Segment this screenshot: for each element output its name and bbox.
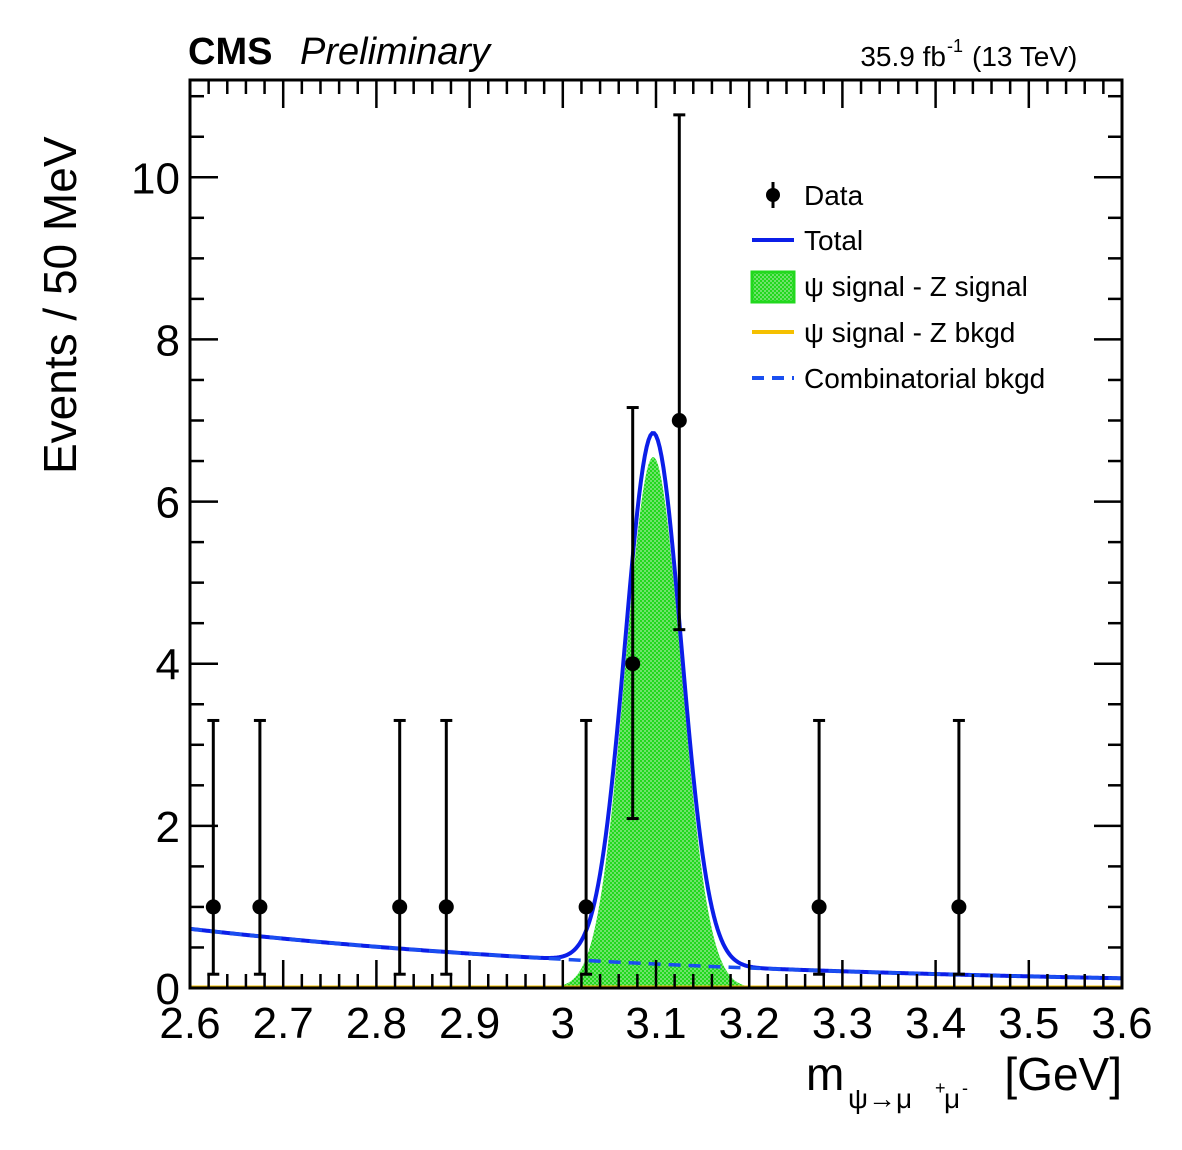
y-tick-label: 8 <box>156 316 180 365</box>
data-marker <box>671 413 687 428</box>
x-tick-label: 3.4 <box>905 999 966 1048</box>
y-tick-label: 6 <box>156 479 180 528</box>
energy-label: (13 TeV) <box>972 41 1077 72</box>
legend-label-signal: ψ signal - Z signal <box>804 271 1028 302</box>
data-marker <box>578 899 594 915</box>
data-point <box>951 718 967 976</box>
data-points-layer <box>205 113 967 976</box>
legend-label-combinatorial: Combinatorial bkgd <box>804 363 1045 394</box>
legend-label-zbkgd: ψ signal - Z bkgd <box>804 317 1015 348</box>
x-tick-label: 3.5 <box>998 999 1059 1048</box>
data-marker <box>205 899 221 915</box>
x-axis-title-unit: [GeV] <box>1004 1048 1122 1100</box>
x-tick-label: 2.8 <box>346 999 407 1048</box>
lumi-value: 35.9 fb <box>860 41 946 72</box>
data-marker <box>392 899 408 915</box>
y-tick-label: 2 <box>156 803 180 852</box>
legend-signal-swatch <box>750 270 796 304</box>
y-tick-label: 4 <box>156 641 180 690</box>
x-axis-title-mu: μ <box>944 1083 960 1114</box>
y-tick-label: 10 <box>131 154 180 203</box>
legend-label-data: Data <box>804 180 864 211</box>
data-marker <box>252 899 268 915</box>
data-point <box>205 718 221 976</box>
tick-labels: 2.6 2.7 2.8 2.9 3 3.1 3.2 3.3 3.4 3.5 3.6 0 2 4 6 8 10 <box>131 154 1153 1048</box>
y-tick-label: 0 <box>156 965 180 1014</box>
x-axis-title-main: m <box>806 1048 844 1100</box>
data-marker <box>438 899 454 915</box>
data-marker <box>811 899 827 915</box>
x-tick-label: 2.7 <box>253 999 314 1048</box>
lumi-exponent: -1 <box>947 36 963 56</box>
signal-fill-layer <box>553 457 750 988</box>
data-point <box>811 718 827 976</box>
x-tick-label: 3.3 <box>812 999 873 1048</box>
x-axis-title: m ψ→μ + μ - [GeV] <box>806 1048 1122 1114</box>
x-axis-title-sub: ψ→μ <box>848 1083 912 1114</box>
x-tick-label: 3 <box>551 999 575 1048</box>
total-curve <box>189 431 1123 981</box>
data-point <box>578 718 594 976</box>
x-tick-label: 2.9 <box>439 999 500 1048</box>
x-axis-title-sup2: - <box>962 1078 968 1098</box>
x-tick-label: 3.2 <box>719 999 780 1048</box>
data-point <box>625 406 641 821</box>
signal-fill-area <box>553 457 750 988</box>
legend: Data Total ψ signal - Z signal ψ signal … <box>750 180 1045 394</box>
axis-ticks <box>188 80 1124 990</box>
x-tick-label: 2.6 <box>159 999 220 1048</box>
data-point <box>392 718 408 976</box>
x-axis-title-sup1: + <box>935 1078 946 1098</box>
x-tick-label: 3.6 <box>1091 999 1152 1048</box>
legend-label-total: Total <box>804 225 863 256</box>
x-tick-label: 3.1 <box>625 999 686 1048</box>
status-label: Preliminary <box>300 31 492 73</box>
data-point <box>438 718 454 976</box>
y-axis-title: Events / 50 MeV <box>34 136 86 474</box>
experiment-label: CMS <box>188 31 272 73</box>
data-marker <box>951 899 967 915</box>
data-marker <box>625 656 641 672</box>
data-point <box>671 113 687 632</box>
legend-data-marker <box>766 182 780 208</box>
